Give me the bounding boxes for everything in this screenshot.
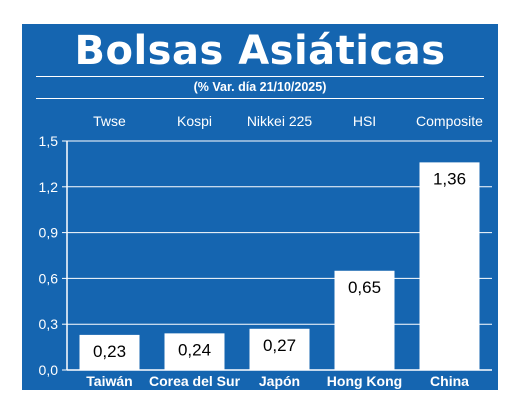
index-label: Twse: [93, 113, 126, 129]
y-tick-label: 0,3: [39, 316, 59, 332]
x-tick-label: Japón: [259, 373, 300, 389]
title-divider-top: [36, 76, 484, 77]
bar: [79, 334, 140, 370]
chart-title: Bolsas Asiáticas: [74, 28, 446, 74]
y-tick-label: 1,5: [39, 133, 59, 149]
bar-value-label: 1,36: [433, 169, 466, 188]
bar-value-label: 0,65: [348, 278, 381, 297]
bar: [419, 162, 480, 370]
bar-chart: 0,0 0,3 0,6 0,9 1,2 1,5 0,23 Twse Taiwán 0,24 Kosp…: [39, 113, 492, 389]
y-tick-label: 0,9: [39, 225, 59, 241]
bar: [164, 333, 225, 370]
bar-value-label: 0,24: [178, 340, 211, 359]
x-tick-label: China: [430, 373, 469, 389]
index-label: Kospi: [177, 113, 212, 129]
x-tick-label: Hong Kong: [327, 373, 402, 389]
bar-value-label: 0,27: [263, 336, 296, 355]
y-tick-label: 0,6: [39, 270, 59, 286]
index-label: Nikkei 225: [247, 113, 313, 129]
chart-subtitle: (% Var. día 21/10/2025): [193, 80, 327, 94]
bar: [249, 328, 310, 370]
bar-value-label: 0,23: [93, 342, 126, 361]
x-tick-label: Corea del Sur: [149, 373, 241, 389]
bar: [334, 270, 395, 370]
x-tick-label: Taiwán: [86, 373, 132, 389]
y-tick-label: 1,2: [39, 179, 59, 195]
index-label: Composite: [416, 113, 483, 129]
title-divider-bottom: [36, 98, 484, 99]
chart-panel: Bolsas Asiáticas (% Var. día 21/10/2025)…: [22, 24, 498, 390]
index-label: HSI: [353, 113, 376, 129]
y-tick-label: 0,0: [39, 362, 59, 378]
